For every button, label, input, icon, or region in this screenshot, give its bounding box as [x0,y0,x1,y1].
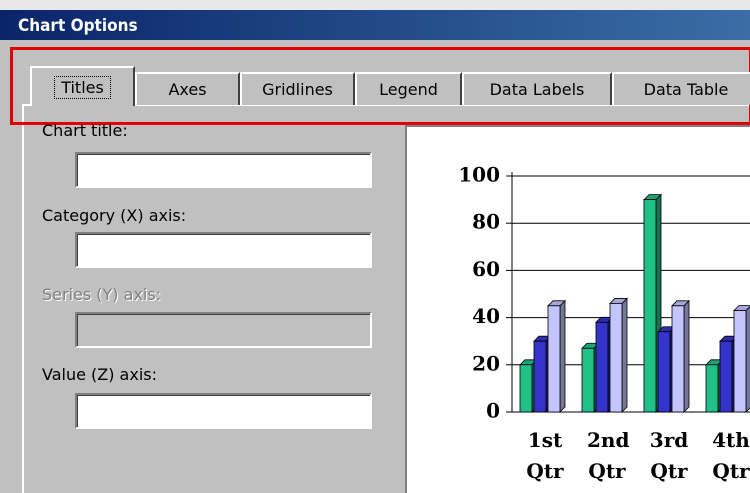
bar [595,321,609,413]
bar [657,331,671,413]
bar [609,303,623,413]
window-title: Chart Options [18,16,138,36]
tab[interactable]: Gridlines [240,72,355,105]
tab-label: Legend [379,80,438,99]
field-label: Series (Y) axis: [42,285,162,304]
text-input [75,312,372,348]
tab[interactable]: Data Labels [462,72,612,105]
tab-label: Data Labels [489,80,585,99]
x-tick-label: 1st Qtr [526,428,564,483]
field-label: Category (X) axis: [42,206,187,225]
y-tick-label: 100 [458,163,500,187]
bar-side [621,297,628,413]
tab-label: Titles [54,75,111,99]
text-input[interactable] [75,232,372,268]
bar [705,364,719,413]
x-tick-label: 3rd Qtr [649,428,689,483]
x-tick-label: 2nd Qtr [587,428,630,483]
field-label: Chart title: [42,121,128,140]
tab[interactable]: Data Table [612,72,750,105]
bar [581,347,595,413]
y-tick-label: 40 [472,304,500,328]
top-strip [0,0,750,10]
bar [671,305,685,413]
text-input[interactable] [75,393,372,429]
text-input[interactable] [75,152,372,188]
bar [533,340,547,413]
bar-side [745,305,750,413]
field-label: Value (Z) axis: [42,365,157,384]
bar [733,310,747,413]
title-bar [0,10,750,40]
y-tick-label: 0 [486,399,500,423]
bar-side [683,299,690,413]
tab-label: Axes [168,80,207,99]
tab-label: Gridlines [262,80,333,99]
bar [519,364,533,413]
tab-panel [22,104,750,493]
bar-side [559,299,566,413]
bar [643,199,657,413]
bar [719,340,733,413]
chart-preview [405,125,750,493]
x-tick-label: 4th Qtr [712,428,750,483]
bar [547,305,561,413]
y-tick-label: 80 [472,210,500,234]
y-tick-label: 60 [472,257,500,281]
y-tick-label: 20 [472,351,500,375]
tab[interactable]: Titles [30,66,135,106]
tab-label: Data Table [643,80,729,99]
tab[interactable]: Axes [135,72,240,105]
tab[interactable]: Legend [355,72,462,105]
